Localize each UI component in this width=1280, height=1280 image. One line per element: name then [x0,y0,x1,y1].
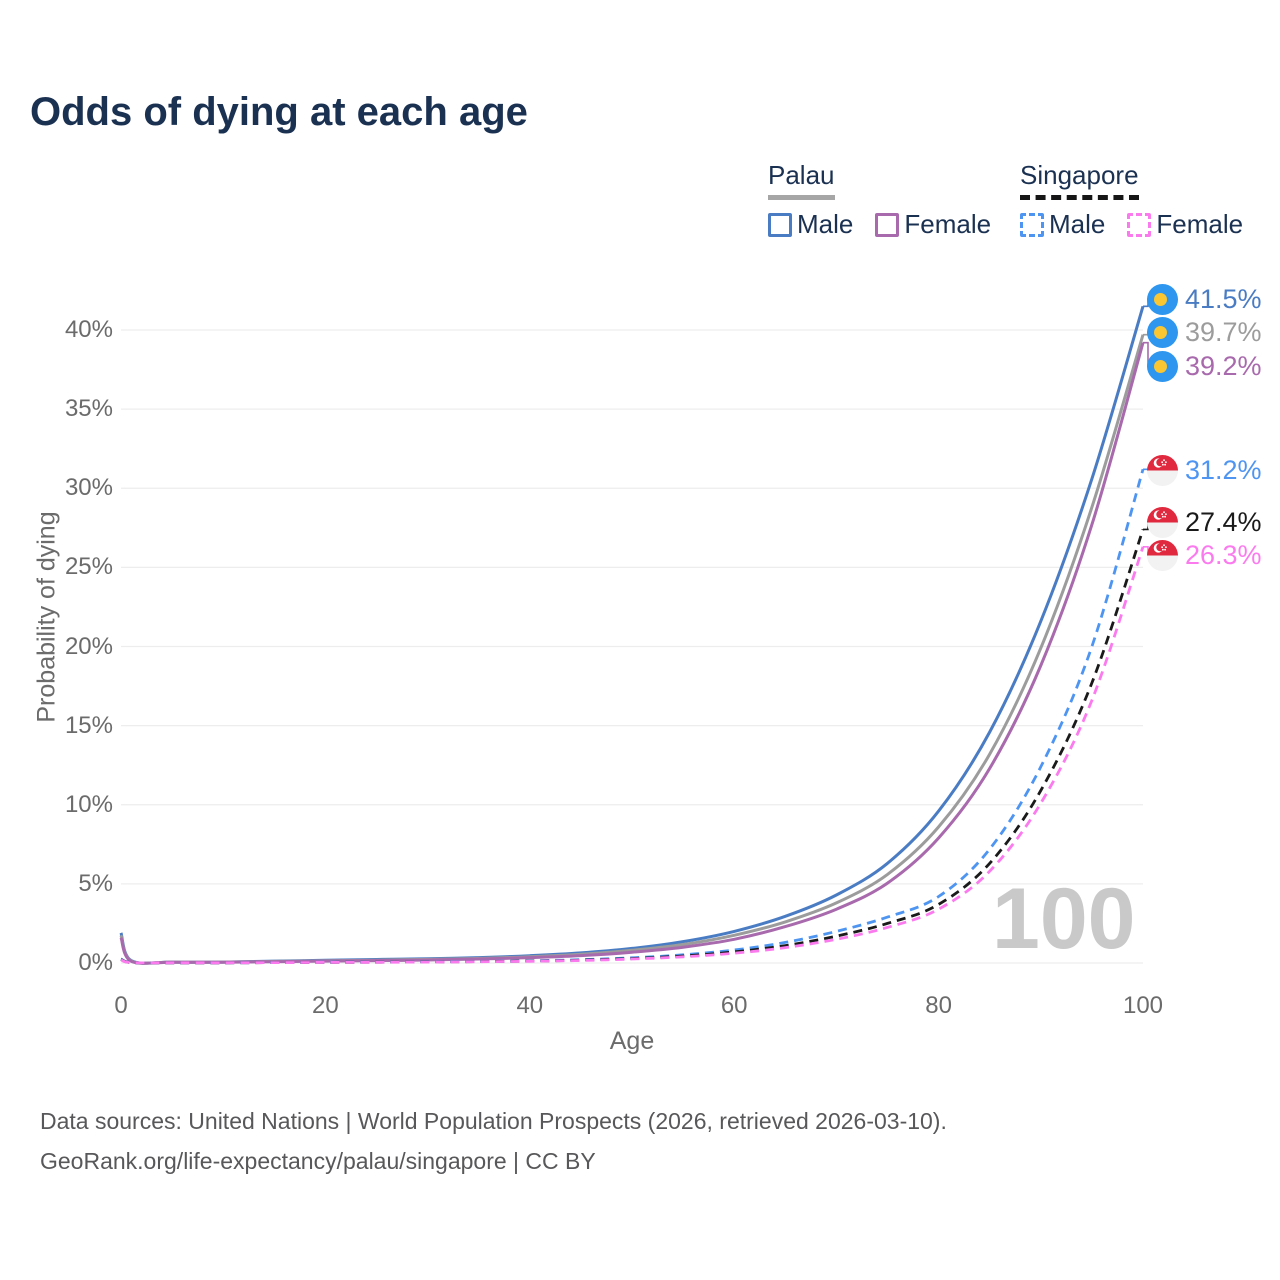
end-label-value: 27.4% [1185,506,1262,537]
legend-items-palau: Male Female [768,209,991,240]
legend-item-palau-male[interactable]: Male [768,209,853,240]
footer-attribution-line: GeoRank.org/life-expectancy/palau/singap… [40,1148,596,1174]
legend-item-singapore-male[interactable]: Male [1020,209,1105,240]
end-label-singapore-female: 26.3% [1147,539,1262,571]
y-tick-label: 35% [64,395,113,423]
x-tick-label: 80 [925,992,952,1019]
hover-age-watermark: 100 [992,871,1136,967]
legend-item-palau-female[interactable]: Female [875,209,991,240]
footer-source-line: Data sources: United Nations | World Pop… [40,1108,947,1134]
end-label-palau-male: 41.5% [1147,283,1262,315]
x-tick-label: 60 [720,992,748,1019]
legend-items-singapore: Male Female [1020,209,1243,240]
y-tick-label: 40% [64,316,113,343]
palau-male-swatch-icon [768,212,792,237]
y-tick-label: 25% [64,553,113,581]
legend-group-palau: Palau Male Female [768,160,991,240]
legend-group-singapore: Singapore Male Female [1020,160,1243,240]
palau-flag-icon [1147,283,1178,315]
y-axis-title: Probability of dying [32,511,61,723]
x-tick-label: 0 [114,992,128,1019]
x-tick-label: 100 [1122,992,1164,1019]
legend-header-singapore[interactable]: Singapore [1020,160,1139,200]
singapore-flag-icon [1147,454,1178,486]
end-label-value: 39.2% [1185,350,1262,381]
y-tick-label: 5% [78,869,113,897]
legend-item-label: Male [797,209,854,239]
curve-singapore-female[interactable] [120,546,1145,965]
end-label-palau-all: 39.7% [1147,316,1262,348]
y-tick-label: 0% [78,949,113,976]
curve-singapore-all[interactable] [120,528,1145,965]
end-label-value: 31.2% [1185,454,1262,485]
x-axis-title: Age [609,1027,655,1055]
end-label-value: 39.7% [1185,316,1262,347]
singapore-flag-icon [1147,539,1178,571]
mortality-line-chart [119,298,1152,965]
x-tick-label: 40 [516,992,544,1019]
legend-header-palau[interactable]: Palau [768,160,835,200]
end-label-singapore-all: 27.4% [1147,506,1262,538]
singapore-female-swatch-icon [1127,212,1152,237]
y-tick-label: 15% [64,711,113,739]
end-label-singapore-male: 31.2% [1147,454,1262,486]
legend-item-singapore-female[interactable]: Female [1127,209,1243,240]
palau-flag-icon [1147,316,1178,348]
curve-palau-all[interactable] [119,334,1145,965]
page-title: Odds of dying at each age [30,90,528,134]
curve-palau-female[interactable] [119,342,1145,965]
legend-item-label: Female [904,209,992,239]
y-tick-label: 10% [64,790,113,818]
y-tick-label: 20% [64,632,113,660]
palau-female-swatch-icon [875,212,900,237]
x-tick-label: 20 [312,992,339,1019]
legend-item-label: Female [1156,209,1244,239]
singapore-flag-icon [1147,506,1178,538]
singapore-male-swatch-icon [1020,212,1044,237]
legend-item-label: Male [1049,209,1106,239]
y-tick-label: 30% [64,474,113,502]
end-label-value: 26.3% [1185,539,1262,570]
palau-flag-icon [1147,350,1178,382]
curve-singapore-male[interactable] [120,468,1145,965]
end-label-palau-female: 39.2% [1147,350,1262,382]
end-label-value: 41.5% [1185,283,1262,314]
